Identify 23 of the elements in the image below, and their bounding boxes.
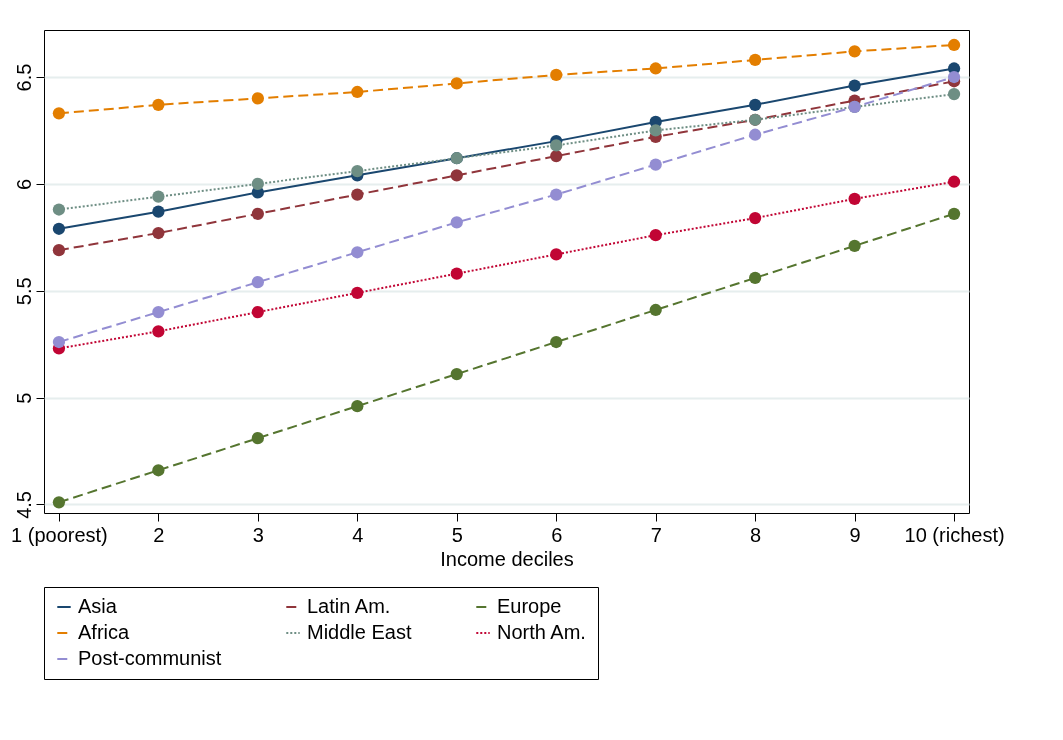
y-tick-label: 5.5	[12, 277, 35, 306]
legend-label: Post-communist	[78, 647, 222, 669]
legend-label: Middle East	[307, 621, 412, 643]
x-tick-label: 2	[153, 523, 165, 546]
y-tick-label: 5	[12, 392, 35, 404]
x-tick-label: 4	[352, 523, 364, 546]
y-tick-label: 4.5	[12, 491, 35, 519]
x-tick-label: 5	[451, 523, 463, 546]
x-axis-title: Income deciles	[440, 547, 574, 570]
legend-label: Africa	[78, 621, 130, 643]
x-tick-label: 9	[849, 523, 861, 546]
x-tick-label: 3	[252, 523, 264, 546]
x-tick-label: 1 (poorest)	[11, 523, 108, 546]
legend-label: Europe	[497, 595, 562, 617]
legend-label: Latin Am.	[307, 595, 391, 617]
x-tick-label: 10 (richest)	[904, 523, 1005, 546]
x-tick-label: 6	[551, 523, 563, 546]
legend-label: North Am.	[497, 621, 586, 643]
x-tick-label: 7	[650, 523, 662, 546]
x-tick-label: 8	[750, 523, 762, 546]
y-tick-label: 6.5	[12, 63, 35, 92]
legend-label: Asia	[78, 595, 118, 617]
y-tick-label: 6	[12, 178, 35, 190]
